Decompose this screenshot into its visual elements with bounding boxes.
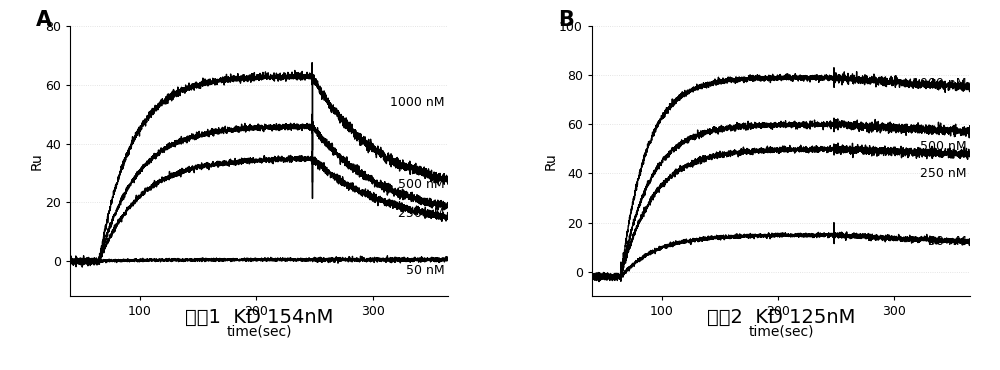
Text: 250 nM: 250 nM bbox=[920, 166, 967, 179]
Text: 序列1  KD 154nM: 序列1 KD 154nM bbox=[185, 308, 333, 327]
Text: 250 nM: 250 nM bbox=[398, 207, 445, 220]
Y-axis label: Ru: Ru bbox=[30, 152, 44, 170]
Text: 500 nM: 500 nM bbox=[398, 178, 445, 191]
X-axis label: time(sec): time(sec) bbox=[226, 324, 292, 338]
Text: 1000 nM: 1000 nM bbox=[390, 95, 445, 109]
Text: 50 nM: 50 nM bbox=[406, 263, 445, 276]
Text: B: B bbox=[558, 10, 574, 30]
X-axis label: time(sec): time(sec) bbox=[748, 324, 814, 338]
Text: 50 nM: 50 nM bbox=[928, 235, 967, 248]
Text: 1000 nM: 1000 nM bbox=[912, 77, 967, 90]
Y-axis label: Ru: Ru bbox=[544, 152, 558, 170]
Text: 500 nM: 500 nM bbox=[920, 139, 967, 152]
Text: A: A bbox=[36, 10, 52, 30]
Text: 序列2  KD 125nM: 序列2 KD 125nM bbox=[707, 308, 855, 327]
